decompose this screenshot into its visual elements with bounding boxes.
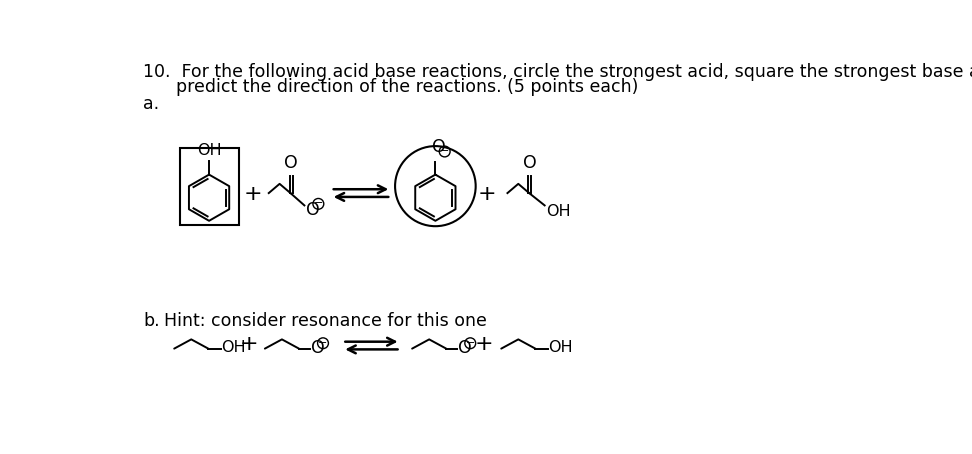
Text: −: − <box>318 338 328 348</box>
Text: a.: a. <box>143 94 159 113</box>
Text: predict the direction of the reactions. (5 points each): predict the direction of the reactions. … <box>143 78 639 96</box>
Text: 10.  For the following acid base reactions, circle the strongest acid, square th: 10. For the following acid base reaction… <box>143 63 972 81</box>
Text: −: − <box>314 198 323 208</box>
Text: OH: OH <box>546 204 571 219</box>
Text: OH: OH <box>222 340 246 355</box>
Text: OH: OH <box>548 340 573 355</box>
Text: O: O <box>285 154 298 172</box>
Text: +: + <box>244 184 262 204</box>
Text: O: O <box>523 154 537 172</box>
Text: O: O <box>433 138 446 156</box>
Text: +: + <box>478 184 497 204</box>
Bar <box>180 148 238 226</box>
Text: Hint: consider resonance for this one: Hint: consider resonance for this one <box>164 311 487 330</box>
Text: O: O <box>458 339 471 357</box>
Text: −: − <box>440 146 449 156</box>
Text: O: O <box>311 339 325 357</box>
Text: −: − <box>466 338 475 348</box>
Text: O: O <box>306 201 320 219</box>
Text: +: + <box>475 334 494 354</box>
Text: OH: OH <box>196 143 222 158</box>
Text: +: + <box>240 334 259 354</box>
Text: b.: b. <box>143 311 159 330</box>
